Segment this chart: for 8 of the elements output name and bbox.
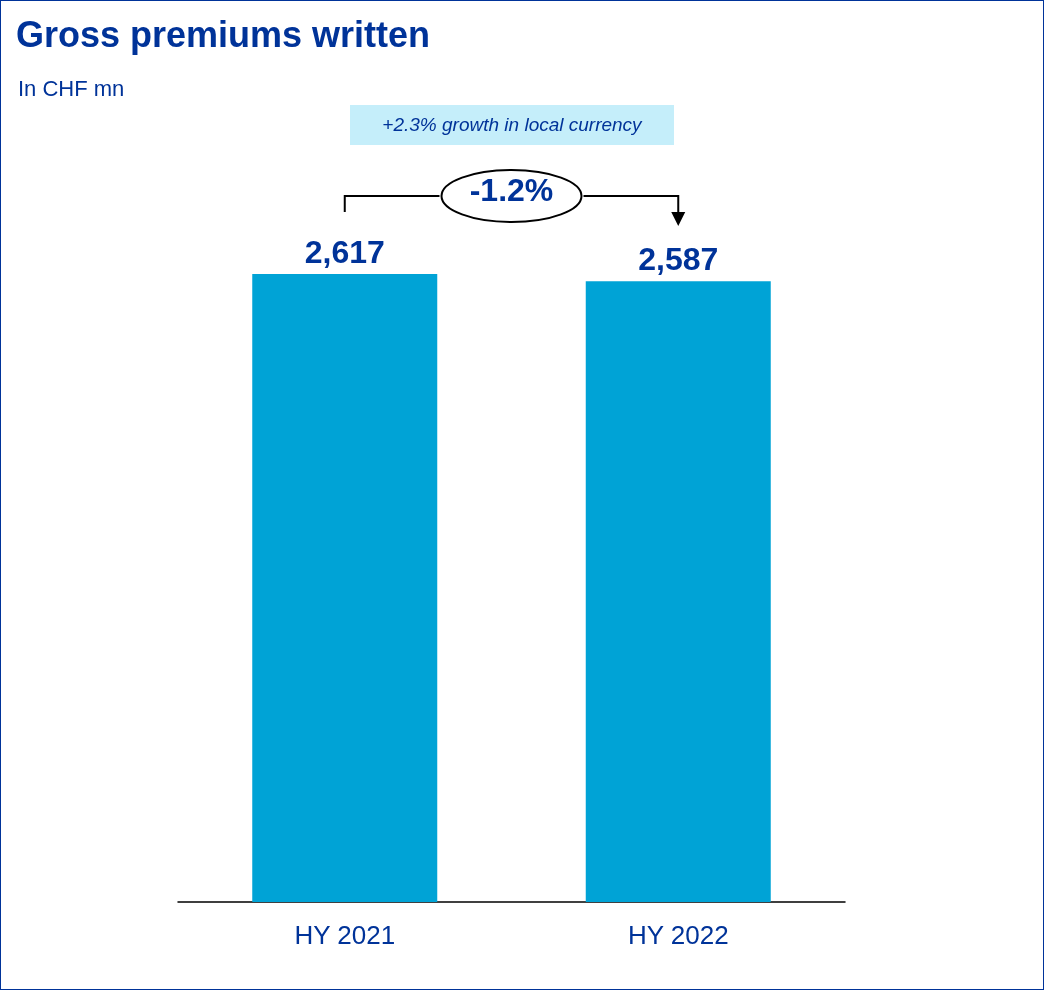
data-label: 2,587 — [638, 241, 719, 278]
x-tick-label: HY 2022 — [627, 920, 729, 950]
text: -1.2% — [468, 172, 555, 209]
text: +2.3% growth in local currency — [350, 105, 674, 145]
chart-title: Gross premiums written — [16, 14, 431, 56]
chart-subtitle: In CHF mn — [18, 76, 125, 102]
x-tick-label: HY 2021 — [294, 920, 396, 950]
data-label: 2,617 — [304, 234, 385, 270]
